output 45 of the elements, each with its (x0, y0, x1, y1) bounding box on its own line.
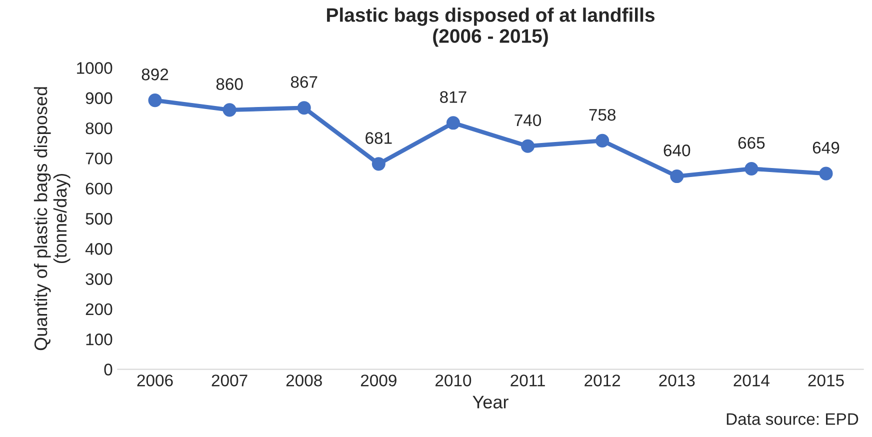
point (446, 116, 460, 130)
x-tick-label: 2008 (286, 374, 322, 386)
y-tick-label: 900 (86, 92, 112, 104)
data-label: 681 (366, 132, 392, 144)
y-tick-label: 500 (86, 212, 112, 225)
y-tick-label: 100 (86, 334, 112, 346)
point (670, 170, 684, 184)
point (744, 162, 758, 176)
data-label: 892 (142, 68, 168, 80)
y-tick-label: 1000 (77, 62, 112, 74)
data-label: 649 (812, 142, 840, 154)
y-tick-label: 600 (86, 182, 112, 195)
y-tick-label: 700 (86, 152, 112, 164)
x-tick-label: 2010 (436, 374, 472, 386)
x-tick-label: 2006 (137, 374, 173, 386)
point (372, 157, 386, 171)
x-tick-label: 2014 (734, 374, 770, 386)
y-tick-label: 300 (86, 273, 112, 286)
point (222, 103, 236, 117)
x-axis-title: Year (472, 396, 508, 408)
data-label: 640 (664, 144, 690, 156)
y-tick-label: 0 (104, 364, 112, 376)
data-label: 817 (440, 91, 466, 103)
y-tick-label: 400 (85, 243, 112, 255)
x-tick-label: 2013 (659, 374, 695, 386)
point (148, 94, 162, 108)
x-tick-label: 2011 (510, 374, 545, 386)
point (819, 166, 833, 180)
x-tick-label: 2015 (808, 374, 844, 386)
x-tick-label: 2007 (212, 374, 248, 386)
chart-title: Plastic bags disposed of at landfills (2006 - 2015) (327, 8, 654, 47)
data-label: 740 (514, 114, 542, 126)
data-label: 860 (216, 78, 243, 90)
point (596, 134, 610, 148)
y-tick-label: 200 (86, 303, 112, 316)
y-tick-label: 800 (86, 122, 112, 134)
point (521, 139, 535, 153)
x-tick-label: 2012 (584, 374, 620, 386)
point (297, 101, 311, 115)
x-tick-label: 2009 (360, 374, 396, 386)
y-axis-title: Quantity of plastic bags disposed (tonne/day) (34, 87, 70, 350)
source-note: Data source: EPD (726, 413, 858, 425)
data-label: 758 (589, 108, 616, 121)
data-label: 867 (290, 76, 318, 88)
data-label: 665 (738, 136, 765, 149)
